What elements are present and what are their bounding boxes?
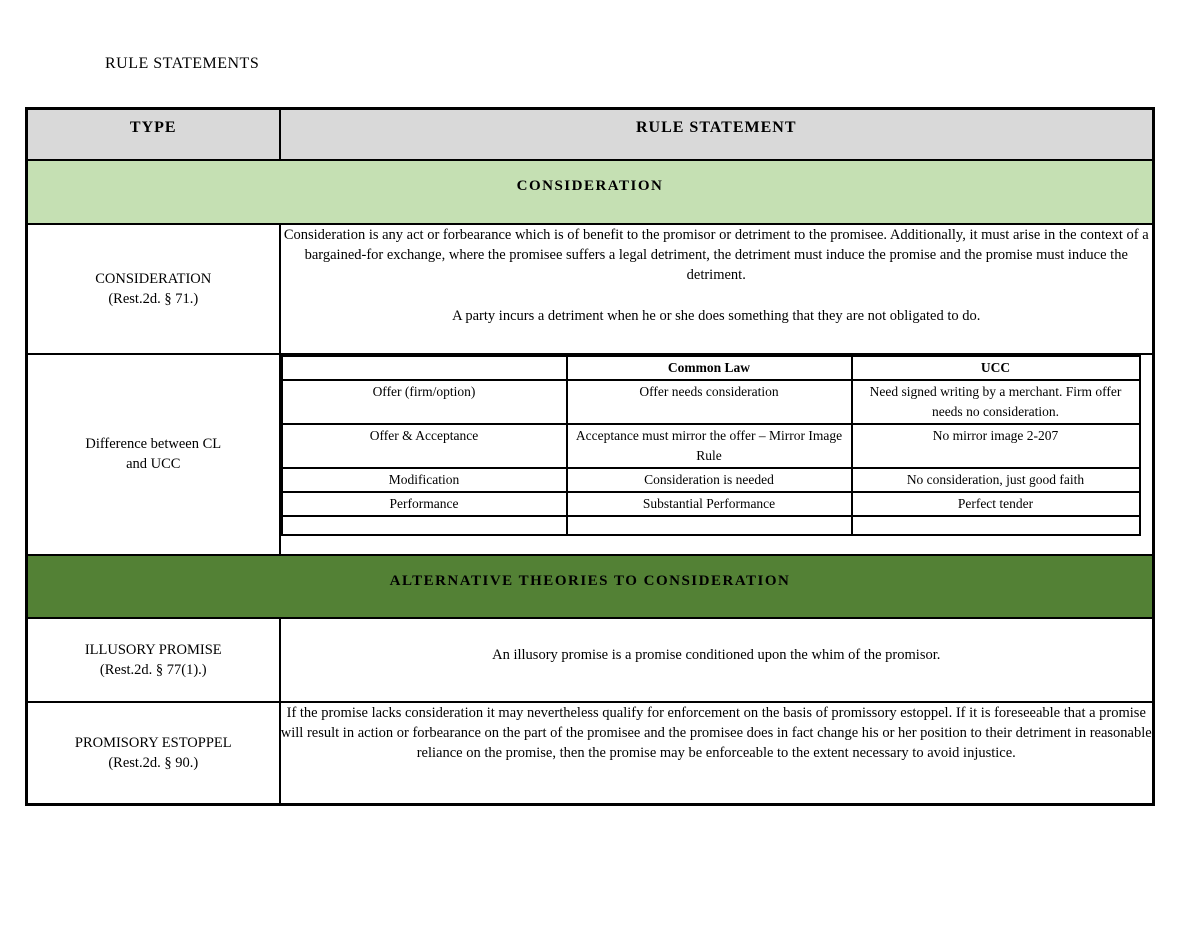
nested-cell-ucc: No consideration, just good faith (850, 466, 1141, 493)
type-label: CONSIDERATION (95, 270, 212, 287)
nested-cell-topic: Offer (firm/option) (281, 378, 568, 425)
nested-cell-common-law: Consideration is needed (565, 466, 853, 493)
nested-cell-common-law: Acceptance must mirror the offer – Mirro… (565, 422, 853, 469)
section-heading-alternative-theories: ALTERNATIVE THEORIES TO CONSIDERATION (25, 553, 1155, 619)
nested-header-row: Common Law UCC (281, 355, 1141, 381)
rule-cell-difference: Common Law UCC Offer (firm/option) Offer… (278, 352, 1155, 556)
nested-cell-common-law: Offer needs consideration (565, 378, 853, 425)
table-row-promisory-estoppel: PROMISORY ESTOPPEL (Rest.2d. § 90.) If t… (25, 700, 1155, 806)
type-citation: (Rest.2d. § 71.) (108, 290, 199, 307)
type-label: Difference between CL (85, 436, 222, 452)
cl-vs-ucc-table: Common Law UCC Offer (firm/option) Offer… (281, 355, 1141, 536)
col-header-rule-statement: RULE STATEMENT (278, 107, 1155, 161)
rule-paragraph: A party incurs a detriment when he or sh… (452, 307, 981, 324)
nested-header-blank (281, 355, 568, 381)
type-cell-consideration: CONSIDERATION (Rest.2d. § 71.) (25, 222, 281, 355)
rule-statements-table: TYPE RULE STATEMENT CONSIDERATION CONSID… (25, 107, 1155, 806)
type-label: PROMISORY ESTOPPEL (74, 734, 232, 751)
section-row-consideration: CONSIDERATION (25, 158, 1155, 225)
nested-cell-topic: Modification (281, 466, 568, 493)
section-heading-consideration: CONSIDERATION (25, 158, 1155, 225)
type-citation: (Rest.2d. § 77(1).) (99, 661, 207, 678)
nested-cell-topic: Performance (281, 490, 568, 517)
section-row-alternative-theories: ALTERNATIVE THEORIES TO CONSIDERATION (25, 553, 1155, 619)
type-cell-illusory-promise: ILLUSORY PROMISE (Rest.2d. § 77(1).) (25, 616, 281, 703)
nested-row-empty (281, 514, 1141, 536)
table-row-difference-cl-ucc: Difference between CL and UCC Common Law… (25, 352, 1155, 556)
table-row-consideration: CONSIDERATION (Rest.2d. § 71.) Considera… (25, 222, 1155, 355)
type-cell-difference: Difference between CL and UCC (25, 352, 281, 556)
nested-cell-empty (850, 514, 1141, 536)
nested-cell-ucc: No mirror image 2-207 (850, 422, 1141, 469)
nested-cell-ucc: Perfect tender (850, 490, 1141, 517)
nested-row-performance: Performance Substantial Performance Perf… (281, 490, 1141, 517)
type-citation: (Rest.2d. § 90.) (108, 754, 199, 771)
col-header-type: TYPE (25, 107, 281, 161)
rule-cell-promisory-estoppel: If the promise lacks consideration it ma… (278, 700, 1155, 806)
nested-cell-common-law: Substantial Performance (565, 490, 853, 517)
rule-cell-illusory-promise: An illusory promise is a promise conditi… (278, 616, 1155, 703)
nested-header-ucc: UCC (850, 355, 1141, 381)
table-row-illusory-promise: ILLUSORY PROMISE (Rest.2d. § 77(1).) An … (25, 616, 1155, 703)
nested-header-common-law: Common Law (565, 355, 853, 381)
nested-row-offer-acceptance: Offer & Acceptance Acceptance must mirro… (281, 422, 1141, 469)
type-label: and UCC (126, 456, 181, 472)
type-label: ILLUSORY PROMISE (84, 641, 222, 658)
nested-row-offer: Offer (firm/option) Offer needs consider… (281, 378, 1141, 425)
rule-paragraph: If the promise lacks consideration it ma… (280, 704, 1152, 761)
nested-cell-topic: Offer & Acceptance (281, 422, 568, 469)
nested-cell-empty (281, 514, 568, 536)
rule-cell-consideration: Consideration is any act or forbearance … (278, 222, 1155, 355)
table-header-row: TYPE RULE STATEMENT (25, 107, 1155, 161)
rule-paragraph: Consideration is any act or forbearance … (283, 226, 1149, 283)
nested-cell-ucc: Need signed writing by a merchant. Firm … (850, 378, 1141, 425)
rule-paragraph: An illusory promise is a promise conditi… (492, 646, 941, 663)
nested-row-modification: Modification Consideration is needed No … (281, 466, 1141, 493)
nested-cell-empty (565, 514, 853, 536)
page-title: RULE STATEMENTS (105, 55, 260, 72)
type-cell-promisory-estoppel: PROMISORY ESTOPPEL (Rest.2d. § 90.) (25, 700, 281, 806)
